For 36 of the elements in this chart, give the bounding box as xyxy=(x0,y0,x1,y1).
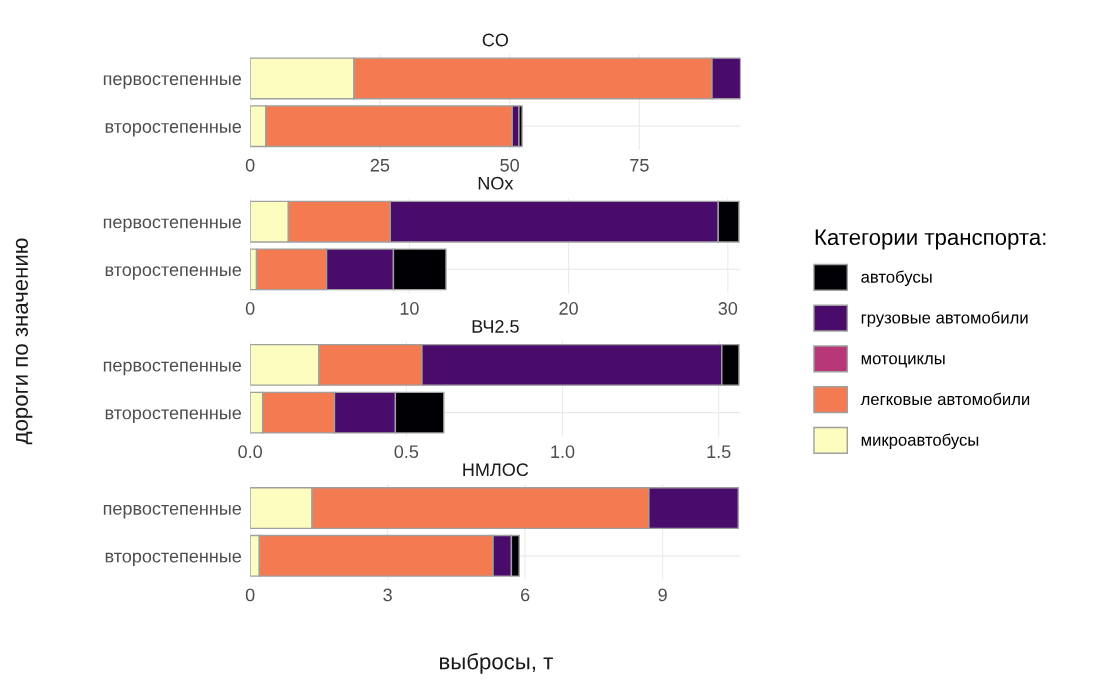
legend-label: автобусы xyxy=(861,270,932,287)
y-tick-label: второстепенные xyxy=(105,266,242,280)
legend-label: легковые автомобили xyxy=(860,392,1030,406)
x-tick-label: 9 xyxy=(658,588,667,602)
legend-title: Категории транспорта: xyxy=(815,229,1046,250)
x-tick-label: 1.0 xyxy=(551,445,575,459)
y-tick-label: первостепенные xyxy=(103,75,242,89)
legend-label: грузовые автомобили xyxy=(861,311,1028,327)
x-tick-label: 30 xyxy=(718,302,738,315)
x-tick-label: 3 xyxy=(383,588,392,602)
x-tick-label: 0 xyxy=(245,158,255,172)
y-tick-label: второстепенные xyxy=(105,409,242,423)
x-tick-label: 1.5 xyxy=(707,445,731,459)
x-tick-label: 25 xyxy=(370,158,390,172)
y-tick-label: первостепенные xyxy=(103,504,242,519)
x-tick-label: 6 xyxy=(521,588,530,602)
legend-label: мотоциклы xyxy=(861,355,945,368)
y-tick-label: второстепенные xyxy=(105,123,242,137)
y-tick-label: первостепенные xyxy=(103,218,242,232)
x-tick-label: 0 xyxy=(245,588,255,602)
x-tick-label: 0 xyxy=(245,302,255,315)
x-tick-label: 20 xyxy=(559,302,578,315)
legend-label: микроавтобусы xyxy=(861,433,979,450)
x-tick-label: 0.5 xyxy=(394,445,419,459)
x-tick-label: 50 xyxy=(500,158,519,172)
x-tick-label: 0.0 xyxy=(238,445,262,459)
chart-title: CO xyxy=(482,33,509,47)
chart-title: ВЧ2.5 xyxy=(472,320,519,333)
y-tick-label: первостепенные xyxy=(103,361,242,376)
x-tick-label: 10 xyxy=(400,302,419,315)
y-axis-title: дороги по значению xyxy=(15,238,33,445)
x-tick-label: 75 xyxy=(630,159,649,172)
y-tick-label: второстепенные xyxy=(105,552,242,567)
chart-title: НМЛОС xyxy=(463,463,529,477)
chart-title: NOx xyxy=(478,176,514,190)
x-axis-title: выбросы, т xyxy=(440,652,553,674)
